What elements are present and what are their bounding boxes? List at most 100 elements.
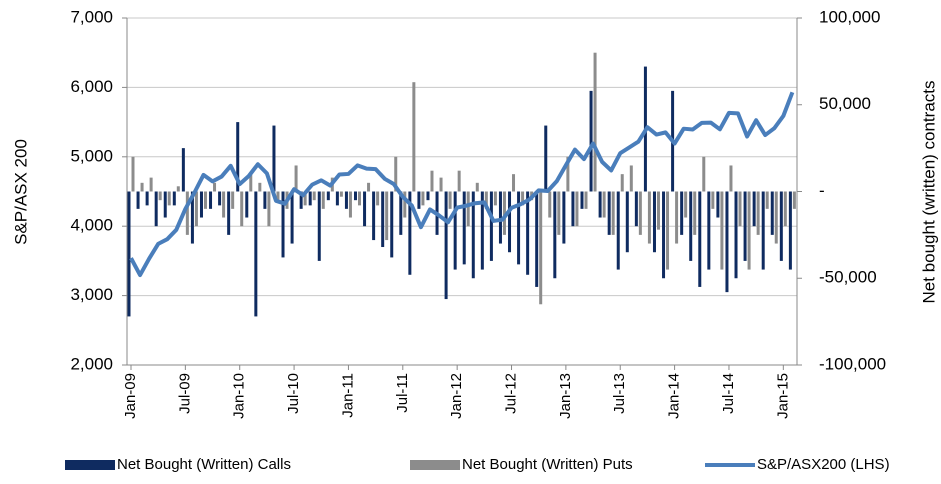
bar [566, 156, 570, 192]
bar [638, 191, 642, 235]
bar [521, 191, 525, 206]
bar [390, 191, 394, 258]
bar [136, 191, 140, 209]
bar [167, 191, 171, 206]
x-tick-label: Jul-14 [720, 373, 737, 414]
bar [412, 82, 416, 192]
bar [462, 191, 466, 265]
bar [589, 90, 593, 192]
y2-tick-label: 100,000 [819, 7, 880, 26]
bar [281, 191, 285, 258]
bar [426, 191, 430, 201]
bar [620, 174, 624, 192]
bar [562, 191, 566, 244]
bar [430, 170, 434, 192]
bar [127, 191, 131, 317]
bar [190, 191, 194, 244]
bar [457, 170, 461, 192]
bar [508, 191, 512, 253]
bar [272, 125, 276, 192]
bar [358, 191, 361, 206]
bar [290, 191, 294, 244]
line [129, 91, 795, 278]
bar [321, 191, 325, 209]
bar [711, 191, 715, 209]
bar [213, 182, 217, 192]
bar [335, 191, 339, 206]
bar [575, 191, 579, 227]
bar [752, 191, 756, 227]
bar [774, 191, 778, 244]
bar [158, 191, 162, 201]
bar [716, 191, 720, 218]
bar [698, 191, 702, 287]
bar [199, 191, 203, 218]
bar [408, 191, 412, 275]
bar [218, 191, 222, 206]
bar [312, 191, 316, 201]
bar [693, 191, 697, 235]
y-tick-label: 5,000 [70, 146, 113, 165]
bar [656, 191, 660, 230]
y-tick-label: 3,000 [70, 285, 113, 304]
y-tick-label: 6,000 [70, 77, 113, 96]
bar [326, 191, 330, 201]
legend-swatch [410, 460, 460, 470]
bar [339, 191, 343, 197]
x-tick-label: Jul-12 [502, 373, 519, 414]
bar [634, 191, 638, 227]
bar [348, 191, 352, 218]
bar [689, 191, 693, 261]
bar [720, 191, 724, 270]
y2-axis-title: Net bought (written) contracts [919, 81, 938, 304]
bar [258, 182, 262, 192]
bar [729, 165, 733, 192]
bar [526, 191, 530, 275]
bar [172, 191, 176, 206]
bar [308, 191, 312, 206]
bar [512, 174, 516, 192]
bar [675, 191, 679, 244]
bar [707, 191, 711, 270]
bar [734, 191, 738, 279]
bar [439, 177, 443, 192]
bar [344, 191, 348, 209]
bar [616, 191, 620, 270]
y-tick-label: 7,000 [70, 7, 113, 26]
bar [484, 191, 488, 209]
bar [629, 165, 633, 192]
bar [489, 191, 493, 261]
bar [779, 191, 783, 261]
bar [743, 191, 747, 261]
bar [181, 148, 185, 192]
bar [544, 125, 548, 192]
bar [625, 191, 629, 253]
bar [756, 191, 760, 235]
x-tick-label: Jan-10 [231, 373, 248, 419]
bar [593, 52, 597, 192]
bar [702, 156, 706, 192]
y2-tick-label: -100,000 [819, 354, 886, 373]
bar [299, 191, 303, 209]
bar [553, 191, 557, 279]
bar [747, 191, 751, 270]
bar [453, 191, 457, 270]
y2-tick-label: -50,000 [819, 268, 877, 287]
bar [652, 191, 656, 253]
bar [666, 191, 670, 270]
x-tick-label: Jan-15 [774, 373, 791, 419]
bar [680, 191, 684, 235]
bar [240, 191, 244, 227]
x-tick-label: Jan-11 [339, 373, 356, 418]
bar [557, 191, 561, 235]
x-tick-label: Jul-10 [285, 373, 302, 414]
bar [770, 191, 774, 235]
bar [131, 156, 135, 192]
bar [209, 191, 213, 209]
x-tick-label: Jul-13 [611, 373, 628, 414]
bar [363, 191, 367, 227]
bar [245, 191, 249, 218]
bar [417, 191, 421, 209]
bar [725, 191, 729, 293]
